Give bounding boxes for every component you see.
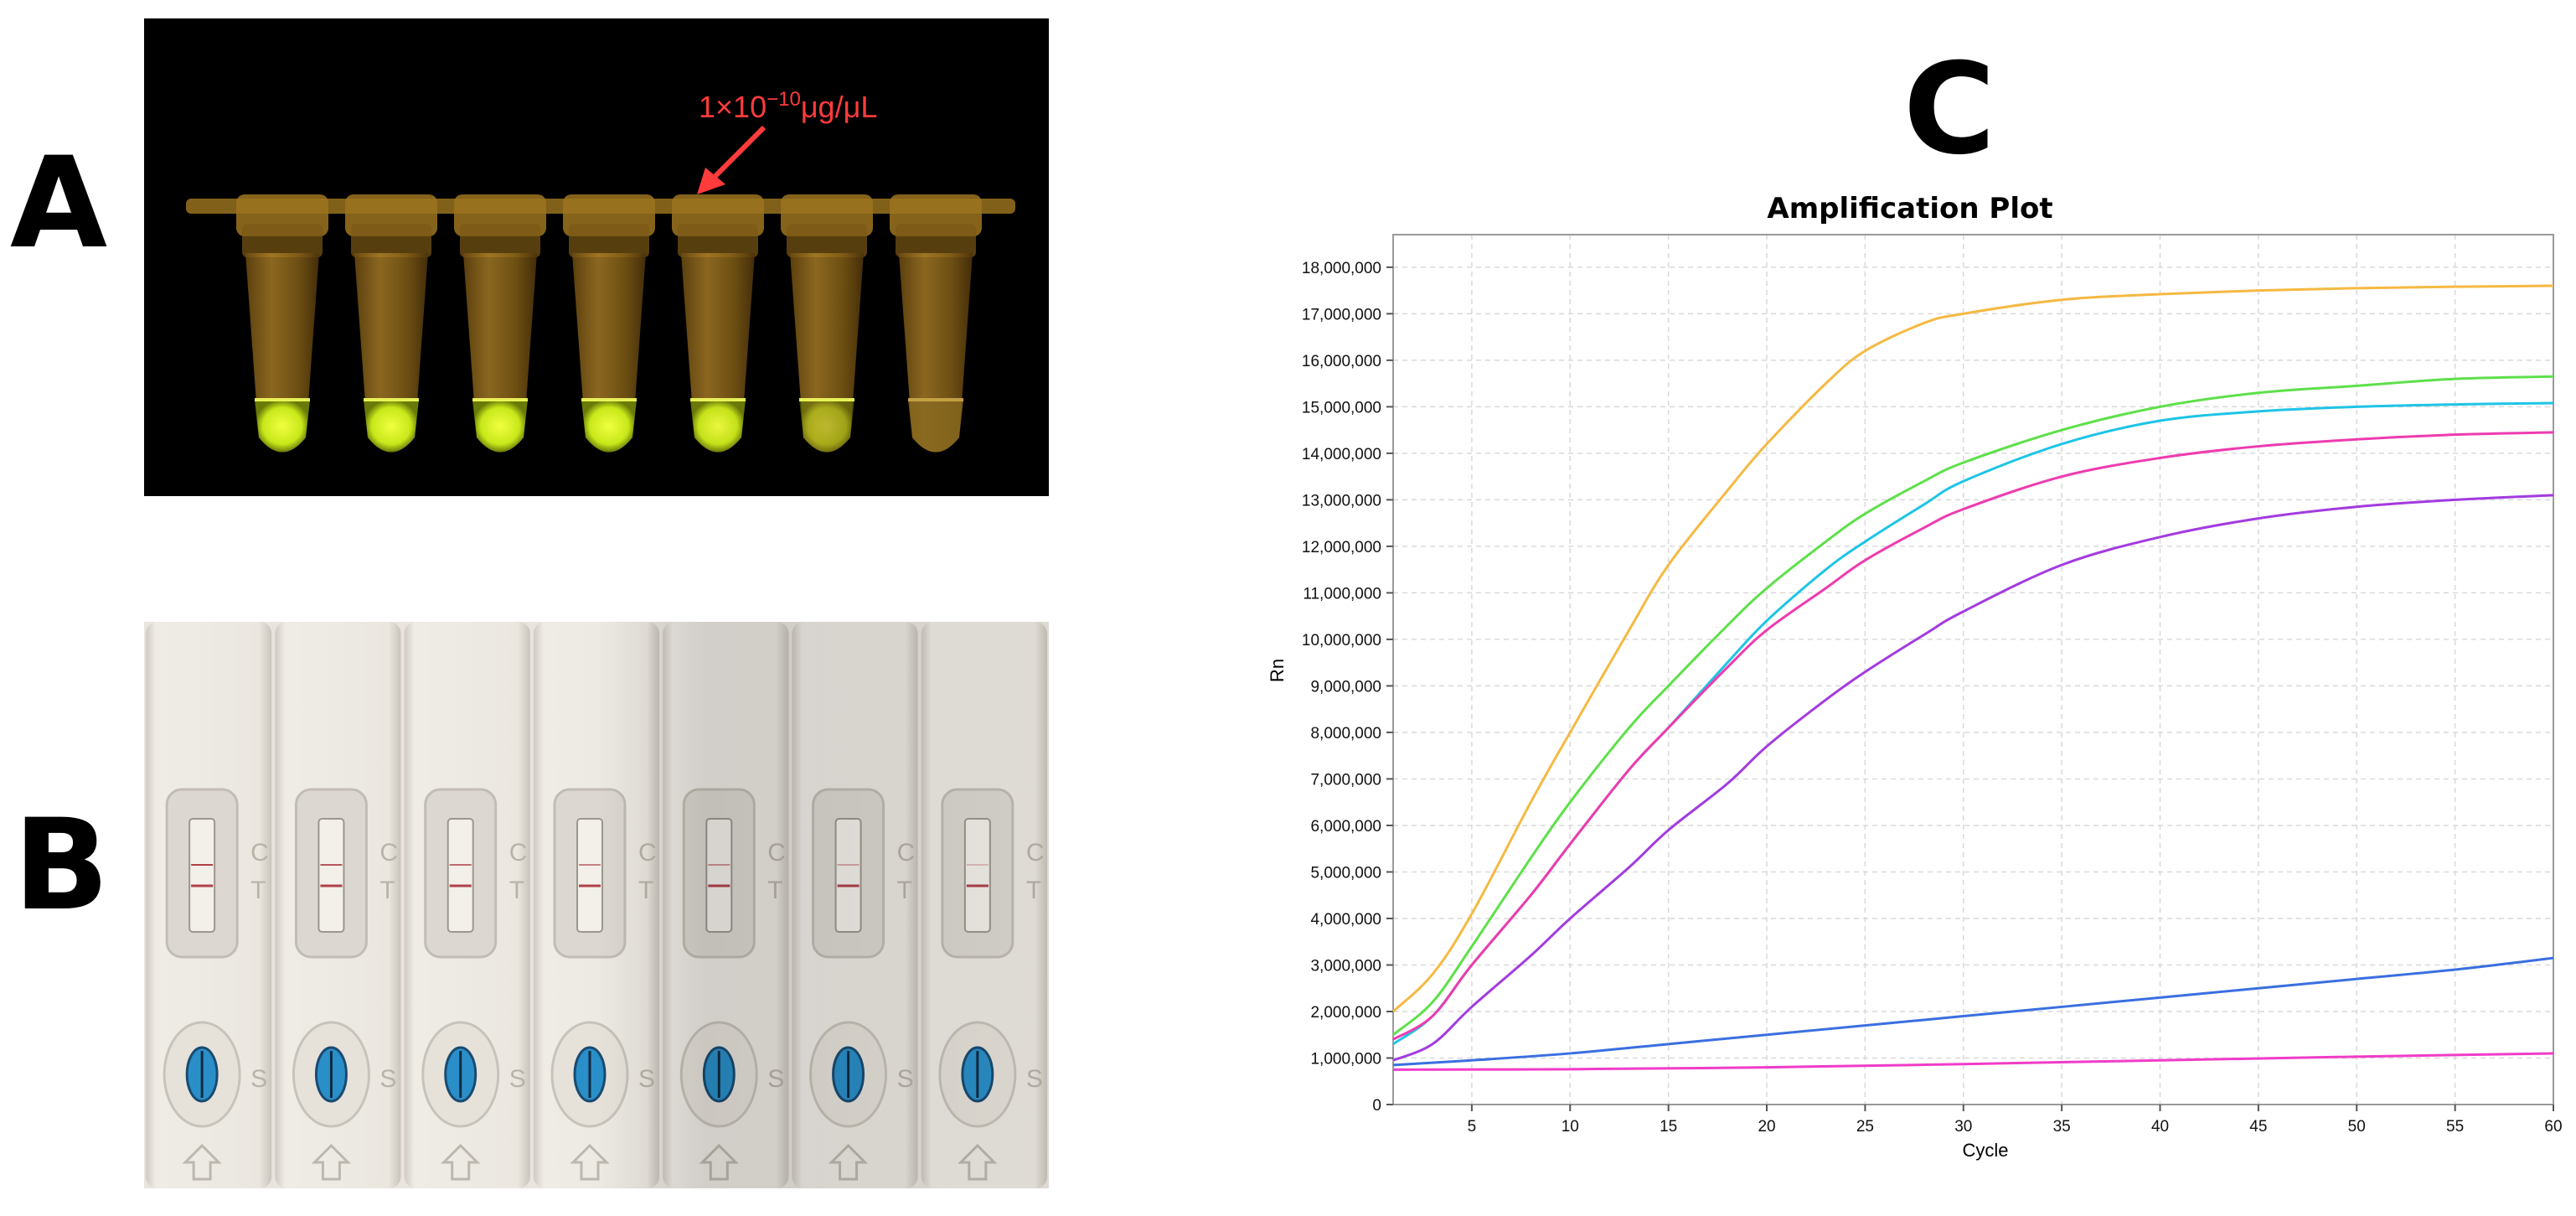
y-tick-label: 16,000,000 [1302,353,1381,370]
tube-3 [454,194,546,453]
y-tick-label: 18,000,000 [1302,260,1381,277]
strip-photo-drawing: CTSCTSCTSCTSCTSCTSCTS [144,622,1049,1188]
y-tick-label: 9,000,000 [1310,678,1381,696]
series-line-5 [1392,494,2554,1062]
tube-7 [890,194,982,453]
y-tick-label: 2,000,000 [1310,1004,1381,1022]
tube-fluorescence-3 [472,400,528,453]
x-tick-label: 30 [1954,1118,1972,1136]
tube-fluorescence-7 [908,400,963,453]
tube-photo-drawing: 1×10−10μg/μL [186,88,1015,453]
x-tick-label: 20 [1758,1118,1775,1136]
annotation-arrow [697,125,767,194]
y-tick-label: 4,000,000 [1310,911,1381,929]
lateral-flow-strips-photo: CTSCTSCTSCTSCTSCTSCTS [144,622,1049,1188]
plot-frame [1392,234,2554,1105]
y-tick-label: 5,000,000 [1310,864,1381,882]
x-tick-label: 10 [1562,1118,1579,1136]
y-tick-label: 3,000,000 [1310,957,1381,975]
concentration-annotation: 1×10−10μg/μL [699,88,877,124]
panel-label-a: A [10,131,108,277]
tube-fluorescence-2 [364,400,419,453]
y-tick-label: 8,000,000 [1310,725,1381,743]
x-tick-label: 50 [2348,1118,2366,1136]
tube-fluorescence-1 [255,400,310,453]
series-line-6 [1392,956,2554,1067]
x-axis-label: Cycle [1962,1140,2008,1161]
chart-series [1391,284,2554,1071]
tube-fluorescence-4 [581,400,637,453]
x-tick-label: 25 [1856,1118,1874,1136]
chart-title: Amplification Plot [1767,192,2052,225]
x-tick-label: 45 [2249,1118,2267,1136]
y-tick-label: 17,000,000 [1302,306,1381,323]
series-line-2 [1392,375,2554,1036]
tube-fluorescence-photo: 1×10−10μg/μL [144,18,1049,496]
panel-label-c: C [1903,37,1996,183]
x-tick-label: 55 [2446,1118,2464,1136]
x-tick-label: 15 [1660,1118,1677,1136]
y-tick-label: 12,000,000 [1302,539,1381,556]
tube-5 [672,194,764,453]
tube-2 [345,194,437,453]
y-tick-label: 13,000,000 [1302,492,1381,510]
series-line-4 [1392,431,2554,1041]
amplification-plot: Amplification Plot 0 1,000,000 2,000,000 3,… [1257,184,2576,1173]
x-tick-label: 40 [2151,1118,2169,1136]
y-tick-label: 1,000,000 [1310,1050,1381,1068]
y-tick-label: 11,000,000 [1303,585,1381,603]
tube-fluorescence-6 [799,400,854,453]
chart-grid [1393,235,2553,1105]
tube-4 [563,194,655,453]
amplification-plot-svg: Amplification Plot 0 1,000,000 2,000,000 3,… [1267,192,2563,1161]
y-tick-label: 15,000,000 [1302,399,1381,417]
x-tick-label: 35 [2053,1118,2071,1136]
y-tick-label: 6,000,000 [1310,818,1381,836]
y-tick-label: 0 [1372,1097,1381,1115]
chart-axes: 0 1,000,000 2,000,000 3,000,000 4,000,000 5,0… [1302,234,2563,1136]
y-axis-label: Rn [1267,659,1288,682]
series-line-7 [1392,1052,2554,1071]
y-tick-label: 14,000,000 [1302,446,1381,463]
tube-1 [236,194,328,453]
y-tick-label: 7,000,000 [1310,771,1381,789]
tube-fluorescence-5 [690,400,746,453]
x-tick-label: 60 [2544,1118,2562,1136]
y-tick-label: 10,000,000 [1302,632,1381,649]
x-tick-label: 5 [1468,1118,1477,1136]
tube-6 [781,194,873,453]
series-line-1 [1391,284,2554,1013]
panel-label-b: B [13,793,110,939]
